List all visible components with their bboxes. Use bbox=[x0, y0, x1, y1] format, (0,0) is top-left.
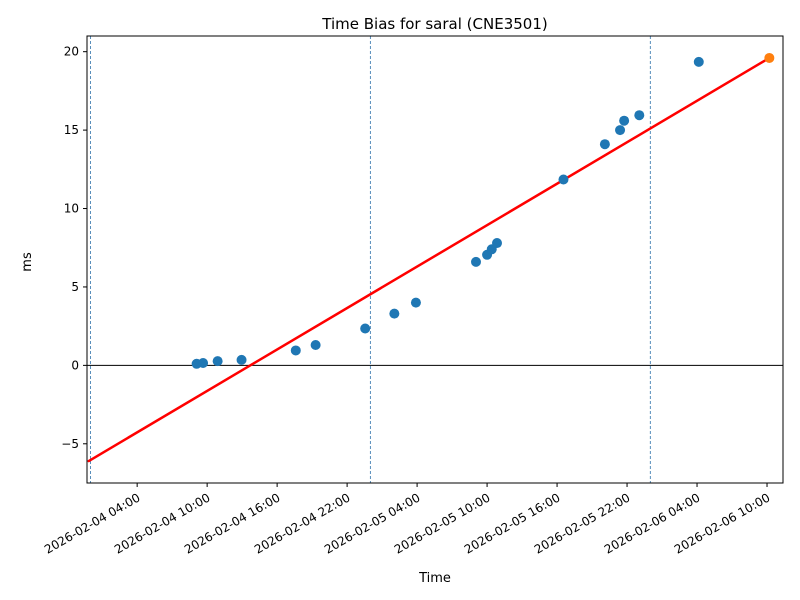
data-point bbox=[615, 125, 626, 136]
data-point bbox=[491, 238, 502, 249]
data-point bbox=[310, 339, 321, 350]
data-point bbox=[389, 308, 400, 319]
series-layer bbox=[87, 52, 775, 463]
data-point bbox=[558, 174, 569, 185]
data-point bbox=[198, 358, 209, 369]
data-point bbox=[410, 297, 421, 308]
midnight-gridlines bbox=[89, 36, 651, 483]
latest-data-point bbox=[764, 52, 775, 63]
data-point bbox=[236, 354, 247, 365]
data-point bbox=[212, 356, 223, 367]
plot-border bbox=[86, 35, 784, 484]
y-tick-label: −5 bbox=[61, 437, 79, 451]
data-point bbox=[634, 110, 645, 121]
x-axis-label: Time bbox=[418, 571, 451, 586]
data-point bbox=[470, 256, 481, 267]
data-point bbox=[360, 323, 371, 334]
trend-line bbox=[87, 56, 771, 463]
y-tick-label: 0 bbox=[71, 358, 79, 372]
y-tick-label: 10 bbox=[64, 202, 79, 216]
data-point bbox=[619, 115, 630, 126]
y-tick-label: 15 bbox=[64, 123, 79, 137]
y-tick-label: 5 bbox=[71, 280, 79, 294]
chart-title: Time Bias for saral (CNE3501) bbox=[321, 15, 547, 33]
data-point bbox=[693, 56, 704, 67]
y-tick-label: 20 bbox=[64, 45, 79, 59]
y-axis-label: ms bbox=[20, 252, 35, 272]
data-point bbox=[290, 345, 301, 356]
y-axis-ticks: −5 0 5 10 15 20 bbox=[61, 45, 87, 451]
data-point bbox=[599, 139, 610, 150]
